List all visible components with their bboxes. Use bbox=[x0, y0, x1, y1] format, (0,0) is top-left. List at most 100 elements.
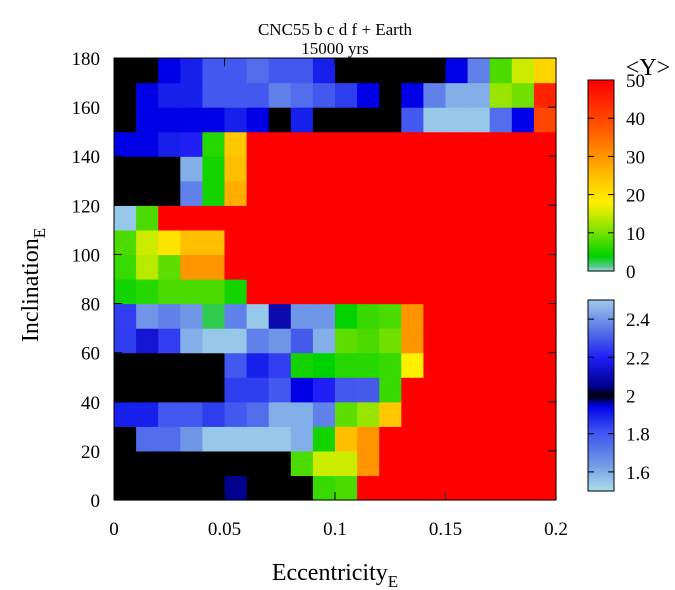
heatmap-cell bbox=[533, 279, 557, 305]
heatmap-cell bbox=[224, 352, 248, 378]
heatmap-cell bbox=[224, 254, 248, 280]
heatmap-cell bbox=[114, 401, 137, 427]
colorbar-top-gradient-strip bbox=[588, 132, 614, 135]
heatmap-cell bbox=[180, 58, 203, 84]
heatmap-cell bbox=[379, 107, 402, 133]
heatmap-cell bbox=[357, 229, 380, 256]
heatmap-cell bbox=[312, 156, 336, 182]
heatmap-cell bbox=[445, 131, 469, 157]
heatmap-cell bbox=[379, 352, 402, 378]
heatmap-cell bbox=[114, 328, 137, 354]
colorbar-top-gradient-strip bbox=[588, 161, 614, 164]
colorbar-top-gradient-strip bbox=[588, 199, 614, 202]
heatmap-cell bbox=[224, 107, 248, 133]
heatmap-cell bbox=[423, 352, 447, 378]
heatmap-cell bbox=[445, 377, 469, 403]
colorbar-top-gradient-strip bbox=[588, 191, 614, 194]
heatmap-cell bbox=[379, 377, 402, 403]
heatmap-cell bbox=[401, 205, 424, 231]
colorbar-bottom-gradient-strip bbox=[588, 449, 614, 452]
heatmap-cell bbox=[158, 401, 181, 427]
heatmap-cell bbox=[467, 303, 491, 329]
colorbar-top-gradient-strip bbox=[588, 189, 614, 193]
chart-subtitle: 15000 yrs bbox=[301, 39, 369, 58]
heatmap-cell bbox=[224, 401, 248, 427]
heatmap-cell bbox=[136, 328, 159, 354]
heatmap-cell bbox=[136, 180, 159, 206]
colorbar-top-gradient-strip bbox=[588, 102, 614, 105]
heatmap-cell bbox=[158, 107, 181, 133]
heatmap-cell bbox=[467, 131, 491, 157]
heatmap-cell bbox=[423, 82, 447, 108]
colorbar-bottom-gradient-strip bbox=[588, 392, 614, 395]
heatmap-cell bbox=[445, 229, 469, 256]
heatmap-cell bbox=[467, 450, 491, 477]
heatmap-cell bbox=[136, 450, 159, 477]
colorbar-bottom-gradient-strip bbox=[588, 416, 614, 419]
colorbar-bottom-gradient-strip bbox=[588, 368, 614, 371]
colorbar-top-gradient-strip bbox=[588, 207, 614, 210]
heatmap-cell bbox=[401, 352, 424, 378]
heatmap-cell bbox=[467, 328, 491, 354]
colorbar-top-gradient-strip bbox=[588, 84, 614, 87]
heatmap-cell bbox=[379, 82, 402, 108]
heatmap-cell bbox=[423, 279, 447, 305]
heatmap-cell bbox=[290, 180, 314, 206]
colorbar-bottom-tick-label: 1.6 bbox=[626, 463, 650, 484]
heatmap-cell bbox=[467, 401, 491, 427]
heatmap-cell bbox=[202, 426, 226, 452]
colorbar-top-gradient-strip bbox=[588, 103, 614, 107]
colorbar-top-gradient-strip bbox=[588, 181, 614, 185]
heatmap-cell bbox=[467, 426, 491, 452]
heatmap-cell bbox=[290, 328, 314, 354]
heatmap-cell bbox=[312, 401, 336, 427]
colorbar-bottom-gradient-strip bbox=[588, 487, 614, 491]
heatmap-cell bbox=[202, 229, 226, 256]
heatmap-cell bbox=[445, 82, 469, 108]
colorbar-top-gradient-strip bbox=[588, 164, 614, 167]
heatmap-cell bbox=[246, 229, 270, 256]
heatmap-cell bbox=[489, 180, 513, 206]
colorbar-top-gradient-strip bbox=[588, 124, 614, 127]
heatmap-cell bbox=[268, 279, 292, 305]
heatmap-cell bbox=[379, 131, 402, 157]
heatmap-cell bbox=[202, 377, 226, 403]
heatmap-cell bbox=[312, 180, 336, 206]
colorbar-bottom-gradient-strip bbox=[588, 352, 614, 355]
heatmap-cell bbox=[180, 131, 203, 157]
heatmap-cell bbox=[224, 156, 248, 182]
colorbar-top-gradient-strip bbox=[588, 108, 614, 111]
colorbar-bottom-gradient-strip bbox=[588, 377, 614, 381]
heatmap-cell bbox=[445, 426, 469, 452]
colorbar-bottom-gradient-strip bbox=[588, 448, 614, 451]
colorbar-top-gradient-strip bbox=[588, 134, 614, 137]
colorbar-top-gradient-strip bbox=[588, 250, 614, 253]
colorbar-bottom-gradient-strip bbox=[588, 315, 614, 319]
heatmap-cell bbox=[489, 401, 513, 427]
colorbar-top-gradient-strip bbox=[588, 151, 614, 154]
colorbar-bottom-gradient-strip bbox=[588, 341, 614, 344]
colorbar-top-frame bbox=[587, 79, 615, 272]
colorbar-top-gradient-strip bbox=[588, 110, 614, 113]
heatmap-cell bbox=[224, 82, 248, 108]
colorbar-bottom-gradient-strip bbox=[588, 483, 614, 486]
heatmap-cell bbox=[158, 82, 181, 108]
heatmap-cell bbox=[158, 205, 181, 231]
colorbar-top-gradient-strip bbox=[588, 183, 614, 186]
heatmap-cell bbox=[489, 426, 513, 452]
heatmap-cell bbox=[335, 156, 358, 182]
colorbar-bottom-gradient-strip bbox=[588, 435, 614, 438]
colorbar-top-gradient-strip bbox=[588, 170, 614, 173]
colorbar-top-gradient-strip bbox=[588, 129, 614, 132]
colorbar-bottom-gradient-strip bbox=[588, 320, 614, 323]
heatmap-cell bbox=[136, 401, 159, 427]
y-tick-label: 140 bbox=[72, 147, 101, 168]
colorbar-top-gradient-strip bbox=[588, 137, 614, 140]
colorbar-top-gradient-strip bbox=[588, 177, 614, 180]
heatmap-cell bbox=[511, 180, 535, 206]
x-tick-label: 0.2 bbox=[544, 519, 568, 540]
colorbar-top-gradient-strip bbox=[588, 116, 614, 119]
heatmap-cell bbox=[335, 58, 358, 84]
colorbar-bottom-gradient-strip bbox=[588, 422, 614, 425]
heatmap-cell bbox=[224, 205, 248, 231]
